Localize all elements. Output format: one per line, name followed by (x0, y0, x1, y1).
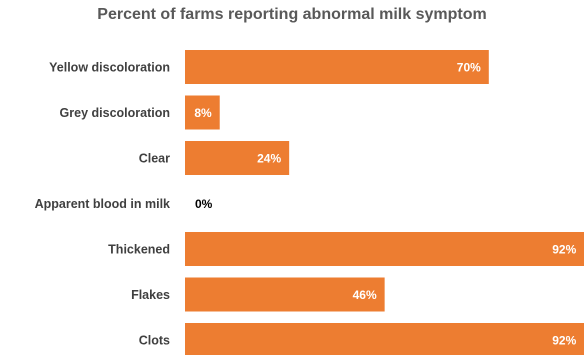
value-label: 24% (257, 152, 281, 166)
category-label: Clots (139, 334, 170, 348)
bar (185, 232, 584, 266)
category-label: Grey discoloration (60, 106, 170, 120)
bar (185, 141, 290, 175)
value-label: 0% (195, 197, 213, 211)
category-label: Yellow discoloration (49, 61, 170, 75)
value-label: 8% (194, 106, 212, 120)
value-label: 70% (457, 61, 481, 75)
category-label: Apparent blood in milk (35, 197, 170, 211)
value-label: 92% (552, 334, 576, 348)
category-label: Flakes (131, 288, 170, 302)
chart-title: Percent of farms reporting abnormal milk… (97, 6, 487, 23)
category-label: Clear (139, 152, 170, 166)
value-label: 92% (552, 243, 576, 257)
bar (185, 50, 489, 84)
value-label: 46% (353, 288, 377, 302)
bar (185, 323, 584, 355)
bar (185, 277, 385, 312)
category-label: Thickened (108, 243, 170, 257)
bar (185, 95, 220, 130)
